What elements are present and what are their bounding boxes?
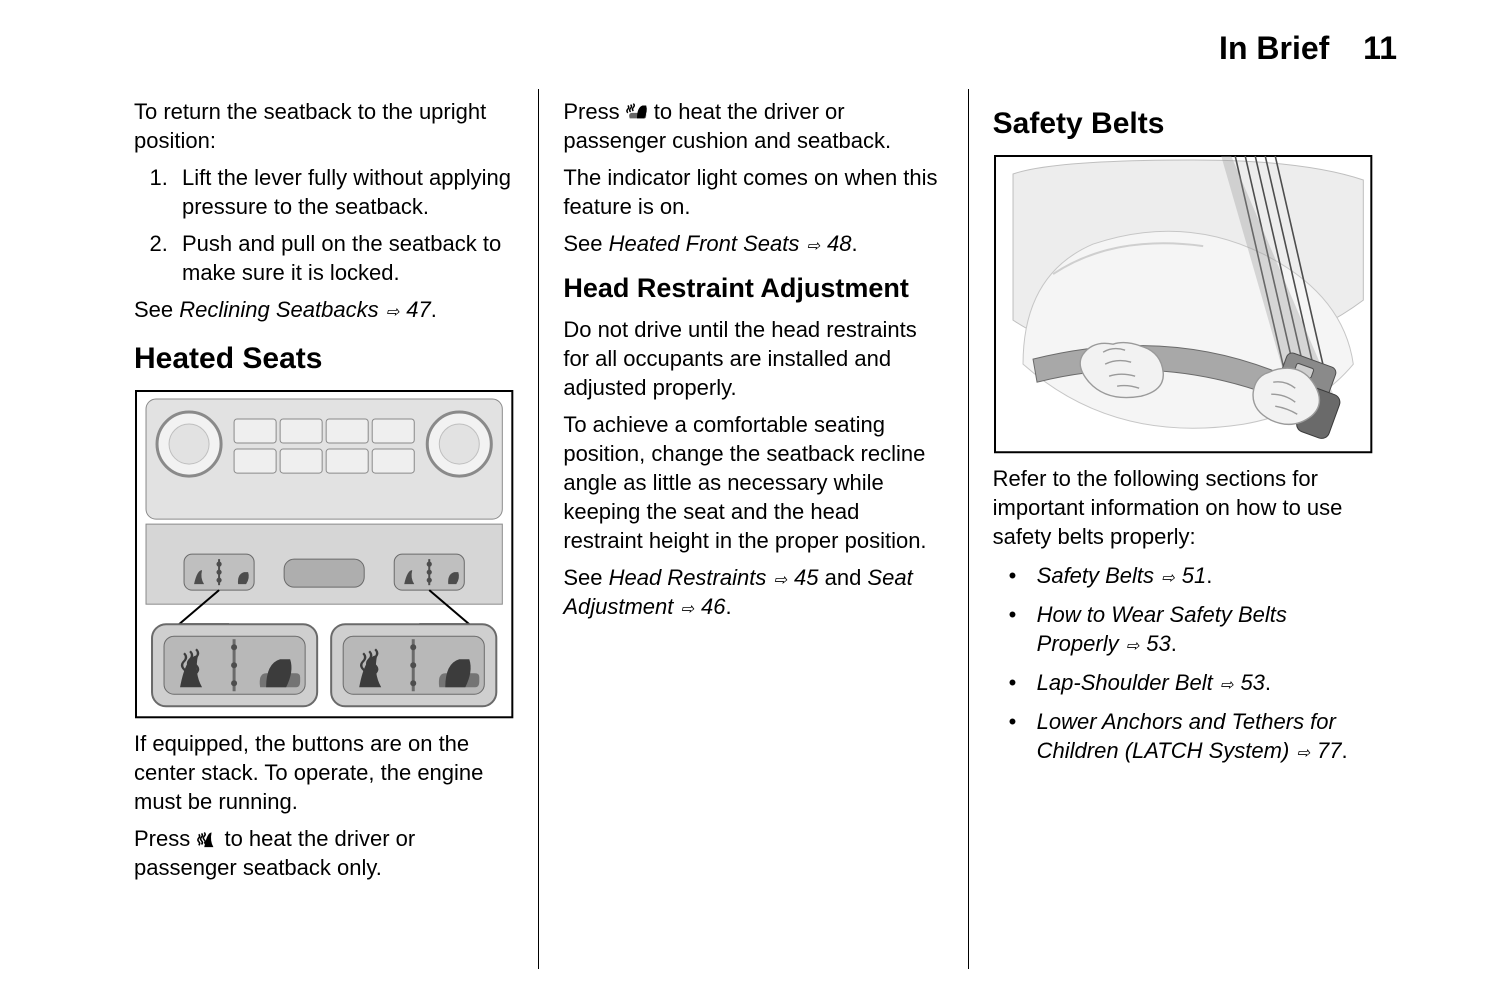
list-item: Lift the lever fully without applying pr… xyxy=(174,163,514,221)
safety-belt-illustration xyxy=(993,154,1373,454)
heated-seatback-icon xyxy=(196,826,218,851)
ref-icon: ⇨ xyxy=(1160,570,1175,587)
ref-icon: ⇨ xyxy=(1219,677,1234,694)
page-header: In Brief 11 xyxy=(110,30,1397,67)
ref-icon: ⇨ xyxy=(1125,638,1140,655)
heated-seats-illustration xyxy=(134,389,514,719)
list-item: How to Wear Safety Belts Properly ⇨ 53. xyxy=(1003,600,1373,658)
safety-belts-list: Safety Belts ⇨ 51. How to Wear Safety Be… xyxy=(1003,561,1373,765)
list-item: Lap-Shoulder Belt ⇨ 53. xyxy=(1003,668,1373,697)
heated-cushion-icon xyxy=(626,99,648,124)
press-cushion: Press to heat the driver or passenger cu… xyxy=(563,97,943,155)
head-restraint-p2: To achieve a comfortable seating positio… xyxy=(563,410,943,555)
indicator-light: The indicator light comes on when this f… xyxy=(563,163,943,221)
ref-icon: ⇨ xyxy=(385,304,400,321)
safety-belt-figure xyxy=(993,154,1373,454)
column-1: To return the seatback to the upright po… xyxy=(110,89,538,969)
safety-belts-heading: Safety Belts xyxy=(993,107,1373,142)
page-number: 11 xyxy=(1363,30,1397,66)
safety-belts-p1: Refer to the following sections for impo… xyxy=(993,464,1373,551)
ref-icon: ⇨ xyxy=(1295,745,1310,762)
ref-icon: ⇨ xyxy=(680,601,695,618)
seatback-steps: Lift the lever fully without applying pr… xyxy=(174,163,514,287)
head-restraint-p1: Do not drive until the head restraints f… xyxy=(563,315,943,402)
see-head-restraints: See Head Restraints ⇨ 45 and Seat Adjust… xyxy=(563,563,943,621)
heated-seats-heading: Heated Seats xyxy=(134,342,514,377)
seatback-intro: To return the seatback to the upright po… xyxy=(134,97,514,155)
heated-seats-p2: Press to heat the driver or passenger se… xyxy=(134,824,514,882)
column-3: Safety Belts xyxy=(968,89,1397,969)
ref-icon: ⇨ xyxy=(772,572,787,589)
head-restraint-heading: Head Restraint Adjustment xyxy=(563,272,943,304)
list-item: Safety Belts ⇨ 51. xyxy=(1003,561,1373,590)
list-item: Lower Anchors and Tethers for Children (… xyxy=(1003,707,1373,765)
see-heated-front: See Heated Front Seats ⇨ 48. xyxy=(563,229,943,258)
chapter-title: In Brief xyxy=(1219,30,1329,66)
ref-icon: ⇨ xyxy=(806,238,821,255)
heated-seats-p1: If equipped, the buttons are on the cent… xyxy=(134,729,514,816)
column-2: Press to heat the driver or passenger cu… xyxy=(538,89,967,969)
list-item: Push and pull on the seatback to make su… xyxy=(174,229,514,287)
heated-seats-figure xyxy=(134,389,514,719)
see-reclining: See Reclining Seatbacks ⇨ 47. xyxy=(134,295,514,324)
